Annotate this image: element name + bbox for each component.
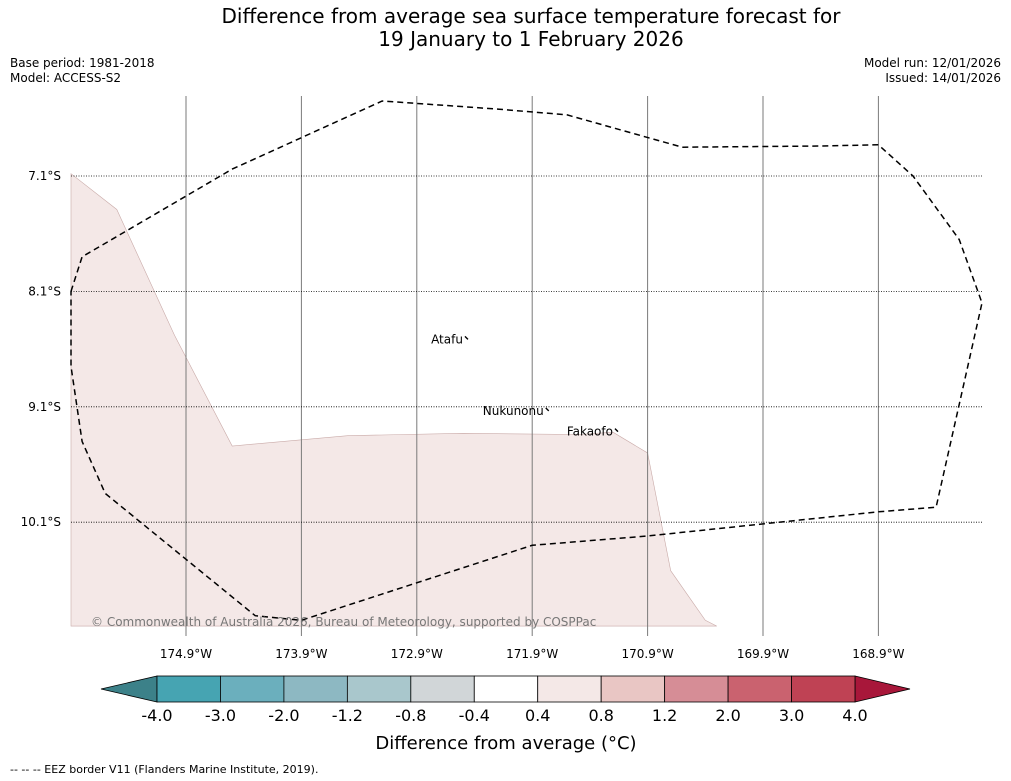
colorbar-tick-label: -0.4 xyxy=(459,706,490,725)
island-shape xyxy=(545,407,550,412)
colorbar-cell xyxy=(410,675,475,703)
lat-tick-label: 7.1°S xyxy=(28,169,61,183)
colorbar-tick-label: -4.0 xyxy=(141,706,172,725)
issued-date: Issued: 14/01/2026 xyxy=(885,71,1001,85)
eez-layer xyxy=(70,100,983,622)
lon-tick-label: 174.9°W xyxy=(160,647,212,661)
lon-tick-label: 170.9°W xyxy=(621,647,673,661)
colorbar-cell xyxy=(220,675,285,703)
colorbar-cell xyxy=(473,675,539,703)
colorbar: -4.0 -3.0 -2.0 -1.2 -0.8 -0.4 0.4 0.8 1.2 2.0 3.0 4… xyxy=(100,675,911,754)
colorbar-cell xyxy=(537,675,602,703)
lat-tick-label: 8.1°S xyxy=(28,284,61,298)
anomaly-region-0.4-0.8 xyxy=(70,173,717,627)
colorbar-over-triangle xyxy=(854,675,911,703)
island-shape xyxy=(464,335,469,340)
meta-left: Base period: 1981-2018 Model: ACCESS-S2 xyxy=(10,56,155,86)
island-label: Atafu xyxy=(431,332,463,346)
colorbar-label: Difference from average (°C) xyxy=(375,733,636,754)
lon-tick-label: 173.9°W xyxy=(275,647,327,661)
colorbar-cell xyxy=(283,675,348,703)
colorbar-cell xyxy=(156,675,221,703)
colorbar-cell xyxy=(600,675,666,703)
model-run: Model run: 12/01/2026 xyxy=(863,56,1001,70)
lon-tick-label: 169.9°W xyxy=(737,647,789,661)
model-name: Model: ACCESS-S2 xyxy=(10,71,122,85)
colorbar-cell xyxy=(664,675,729,703)
colorbar-tick-label: -2.0 xyxy=(268,706,299,725)
islands-layer: Atafu Nukunonu Fakaofo xyxy=(431,332,619,439)
colorbar-cell xyxy=(346,675,412,703)
anomaly-fill-layer xyxy=(70,173,717,627)
island-label: Fakaofo xyxy=(567,425,613,439)
meta-right: Model run: 12/01/2026 Issued: 14/01/2026 xyxy=(864,56,1001,86)
island-label: Nukunonu xyxy=(483,404,544,418)
colorbar-tick-label: 4.0 xyxy=(842,706,867,725)
eez-legend-note: -- -- -- EEZ border V11 (Flanders Marine… xyxy=(10,763,319,776)
colorbar-cell xyxy=(791,675,856,703)
base-period: Base period: 1981-2018 xyxy=(10,56,155,70)
island-shape xyxy=(614,428,619,433)
lon-tick-label: 172.9°W xyxy=(391,647,443,661)
colorbar-under-triangle xyxy=(100,675,158,703)
colorbar-tick-label: 0.4 xyxy=(525,706,550,725)
colorbar-tick-label: 0.8 xyxy=(588,706,613,725)
colorbar-tick-label: -1.2 xyxy=(332,706,363,725)
lon-tick-label: 171.9°W xyxy=(506,647,558,661)
colorbar-tick-label: 2.0 xyxy=(715,706,740,725)
copyright-text: © Commonwealth of Australia 2026, Bureau… xyxy=(91,615,596,629)
colorbar-tick-label: -3.0 xyxy=(205,706,236,725)
colorbar-tick-label: -0.8 xyxy=(395,706,426,725)
lon-tick-label: 168.9°W xyxy=(852,647,904,661)
lat-tick-label: 10.1°S xyxy=(21,515,61,529)
axis-labels: 174.9°W 173.9°W 172.9°W 171.9°W 170.9°W 169.9… xyxy=(21,169,905,661)
title-line-1: Difference from average sea surface temp… xyxy=(221,4,841,28)
lat-tick-label: 9.1°S xyxy=(28,400,61,414)
chart-title: Difference from average sea surface temp… xyxy=(0,5,1011,51)
colorbar-cell xyxy=(727,675,792,703)
colorbar-tick-label: 1.2 xyxy=(652,706,677,725)
title-line-2: 19 January to 1 February 2026 xyxy=(378,27,684,51)
colorbar-tick-label: 3.0 xyxy=(779,706,804,725)
eez-border-line xyxy=(70,100,983,622)
